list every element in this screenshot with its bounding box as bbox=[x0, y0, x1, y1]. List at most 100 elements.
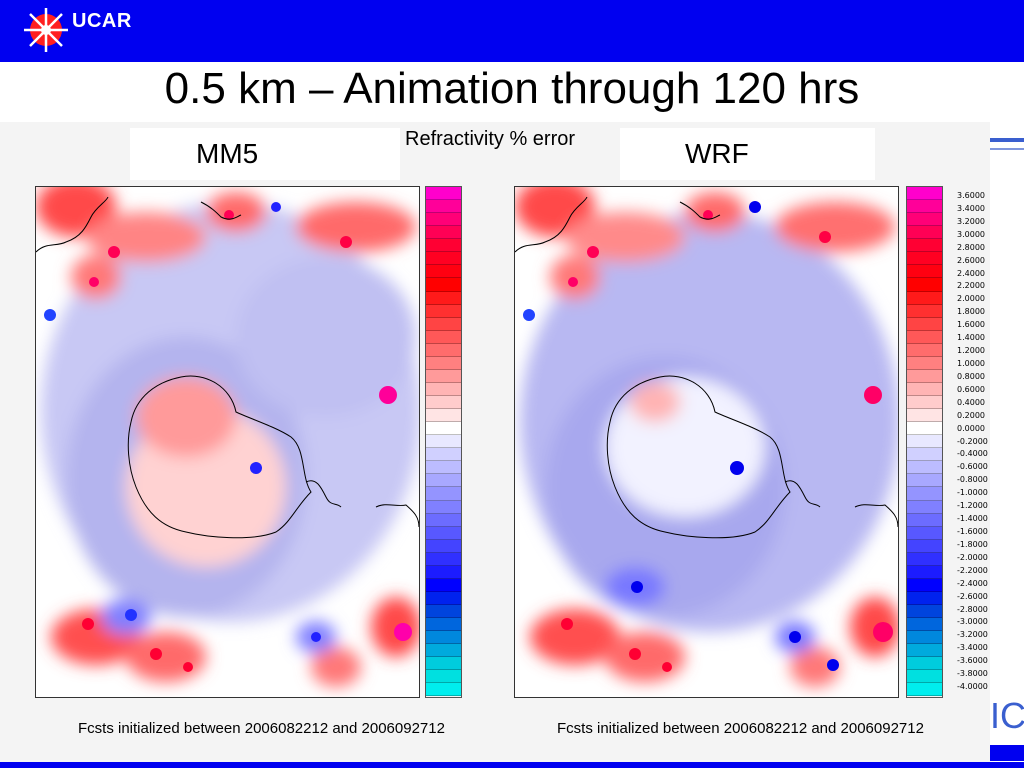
colorbar-swatch bbox=[907, 670, 942, 684]
colorbar-tick-label: 2.2000 bbox=[957, 281, 985, 291]
colorbar-tick-label: -1.6000 bbox=[957, 527, 988, 536]
colorbar-swatch bbox=[907, 578, 942, 592]
slide-edge-stripe bbox=[990, 138, 1024, 142]
colorbar-swatch bbox=[426, 239, 461, 253]
colorbar-swatch bbox=[907, 369, 942, 383]
colorbar-tick-label: -3.8000 bbox=[957, 669, 988, 679]
colorbar-tick-label: -4.0000 bbox=[957, 682, 988, 692]
mm5-label-box bbox=[130, 128, 400, 180]
colorbar-tick-label: 1.4000 bbox=[957, 333, 985, 343]
colorbar-tick-label: -2.6000 bbox=[957, 591, 988, 601]
colorbar-tick-label: 0.2000 bbox=[957, 410, 985, 420]
colorbar-swatch bbox=[907, 226, 942, 240]
colorbar-tick-label: -2.0000 bbox=[957, 552, 988, 562]
colorbar-swatch bbox=[426, 252, 461, 266]
colorbar-tick-label: 0.8000 bbox=[957, 371, 985, 381]
colorbar-swatch bbox=[907, 252, 942, 266]
mm5-colorbar bbox=[425, 186, 462, 698]
colorbar-tick-label: -2.2000 bbox=[957, 565, 988, 575]
colorbar-swatch bbox=[426, 213, 461, 227]
colorbar-swatch bbox=[907, 539, 942, 553]
colorbar-swatch bbox=[426, 187, 461, 201]
ucar-logo: UCAR bbox=[22, 6, 142, 58]
colorbar-swatch bbox=[907, 644, 942, 658]
colorbar-swatch bbox=[426, 683, 461, 697]
colorbar-tick-label: 2.6000 bbox=[957, 255, 985, 265]
colorbar-tick-label: 0.0000 bbox=[957, 423, 985, 433]
colorbar-swatch bbox=[426, 343, 461, 357]
colorbar-tick-label: -0.8000 bbox=[957, 475, 988, 485]
header-bar: UCAR bbox=[0, 0, 1024, 62]
colorbar-swatch bbox=[907, 500, 942, 514]
colorbar-swatch bbox=[426, 618, 461, 632]
colorbar-tick-label: -2.4000 bbox=[957, 578, 988, 588]
colorbar-tick-label: 3.2000 bbox=[957, 216, 985, 226]
colorbar-swatch bbox=[907, 356, 942, 370]
slide-title: 0.5 km – Animation through 120 hrs bbox=[164, 64, 860, 113]
colorbar-tick-label: -0.6000 bbox=[957, 462, 988, 472]
slide-edge-bar bbox=[990, 745, 1024, 761]
colorbar-swatch bbox=[907, 605, 942, 619]
colorbar-tick-label: -3.2000 bbox=[957, 630, 988, 640]
colorbar-swatch bbox=[426, 461, 461, 475]
colorbar-swatch bbox=[907, 291, 942, 305]
colorbar-tick-label: 2.8000 bbox=[957, 242, 985, 252]
colorbar-swatch bbox=[426, 200, 461, 214]
colorbar-swatch bbox=[907, 591, 942, 605]
star-icon bbox=[24, 8, 68, 52]
colorbar-swatch bbox=[907, 422, 942, 436]
colorbar-swatch bbox=[907, 317, 942, 331]
colorbar-swatch bbox=[907, 618, 942, 632]
colorbar-swatch bbox=[426, 422, 461, 436]
colorbar-tick-label: 0.4000 bbox=[957, 397, 985, 407]
colorbar-swatch bbox=[426, 513, 461, 527]
colorbar-tick-label: -0.4000 bbox=[957, 449, 988, 459]
colorbar-tick-label: 1.8000 bbox=[957, 307, 985, 317]
colorbar-swatch bbox=[426, 591, 461, 605]
colorbar-tick-label: -1.8000 bbox=[957, 539, 988, 549]
colorbar-swatch bbox=[907, 565, 942, 579]
partial-logo-text: IC bbox=[990, 695, 1024, 736]
colorbar-swatch bbox=[426, 317, 461, 331]
colorbar-swatch bbox=[907, 382, 942, 396]
colorbar-swatch bbox=[426, 578, 461, 592]
colorbar-swatch bbox=[907, 343, 942, 357]
colorbar-swatch bbox=[907, 396, 942, 410]
colorbar-swatch bbox=[426, 278, 461, 292]
colorbar-swatch bbox=[907, 487, 942, 501]
colorbar-swatch bbox=[426, 474, 461, 488]
colorbar-swatch bbox=[426, 409, 461, 423]
wrf-caption: Fcsts initialized between 2006082212 and… bbox=[557, 720, 924, 737]
refractivity-label: Refractivity % error bbox=[405, 128, 576, 150]
colorbar-swatch bbox=[907, 683, 942, 697]
wrf-colorbar bbox=[906, 186, 943, 698]
colorbar-swatch bbox=[907, 330, 942, 344]
wrf-panel-label: WRF bbox=[685, 138, 749, 169]
colorbar-swatch bbox=[907, 187, 942, 201]
colorbar-swatch bbox=[907, 278, 942, 292]
colorbar-swatch bbox=[907, 526, 942, 540]
colorbar-swatch bbox=[426, 291, 461, 305]
colorbar-swatch bbox=[907, 409, 942, 423]
wrf-label-box bbox=[620, 128, 875, 180]
mm5-map bbox=[35, 186, 420, 698]
colorbar-tick-label: -1.2000 bbox=[957, 501, 988, 511]
logo-text: UCAR bbox=[72, 10, 132, 32]
mm5-panel-label: MM5 bbox=[196, 138, 259, 169]
colorbar-swatch bbox=[426, 670, 461, 684]
colorbar-tick-label: 2.0000 bbox=[957, 294, 985, 304]
colorbar-swatch bbox=[426, 226, 461, 240]
colorbar-swatch bbox=[907, 435, 942, 449]
colorbar-tick-label: 1.2000 bbox=[957, 346, 985, 356]
colorbar-tick-label: 3.4000 bbox=[957, 203, 985, 213]
colorbar-swatch bbox=[426, 565, 461, 579]
colorbar-tick-label: -3.0000 bbox=[957, 617, 988, 627]
colorbar-tick-label: -0.2000 bbox=[957, 436, 988, 446]
colorbar-swatch bbox=[907, 200, 942, 214]
colorbar-tick-label: -1.4000 bbox=[957, 514, 988, 524]
colorbar-swatch bbox=[426, 539, 461, 553]
colorbar-swatch bbox=[426, 369, 461, 383]
colorbar-tick-label: -1.0000 bbox=[957, 488, 988, 498]
colorbar-tick-label: 1.0000 bbox=[957, 359, 985, 368]
colorbar-swatch bbox=[426, 265, 461, 279]
